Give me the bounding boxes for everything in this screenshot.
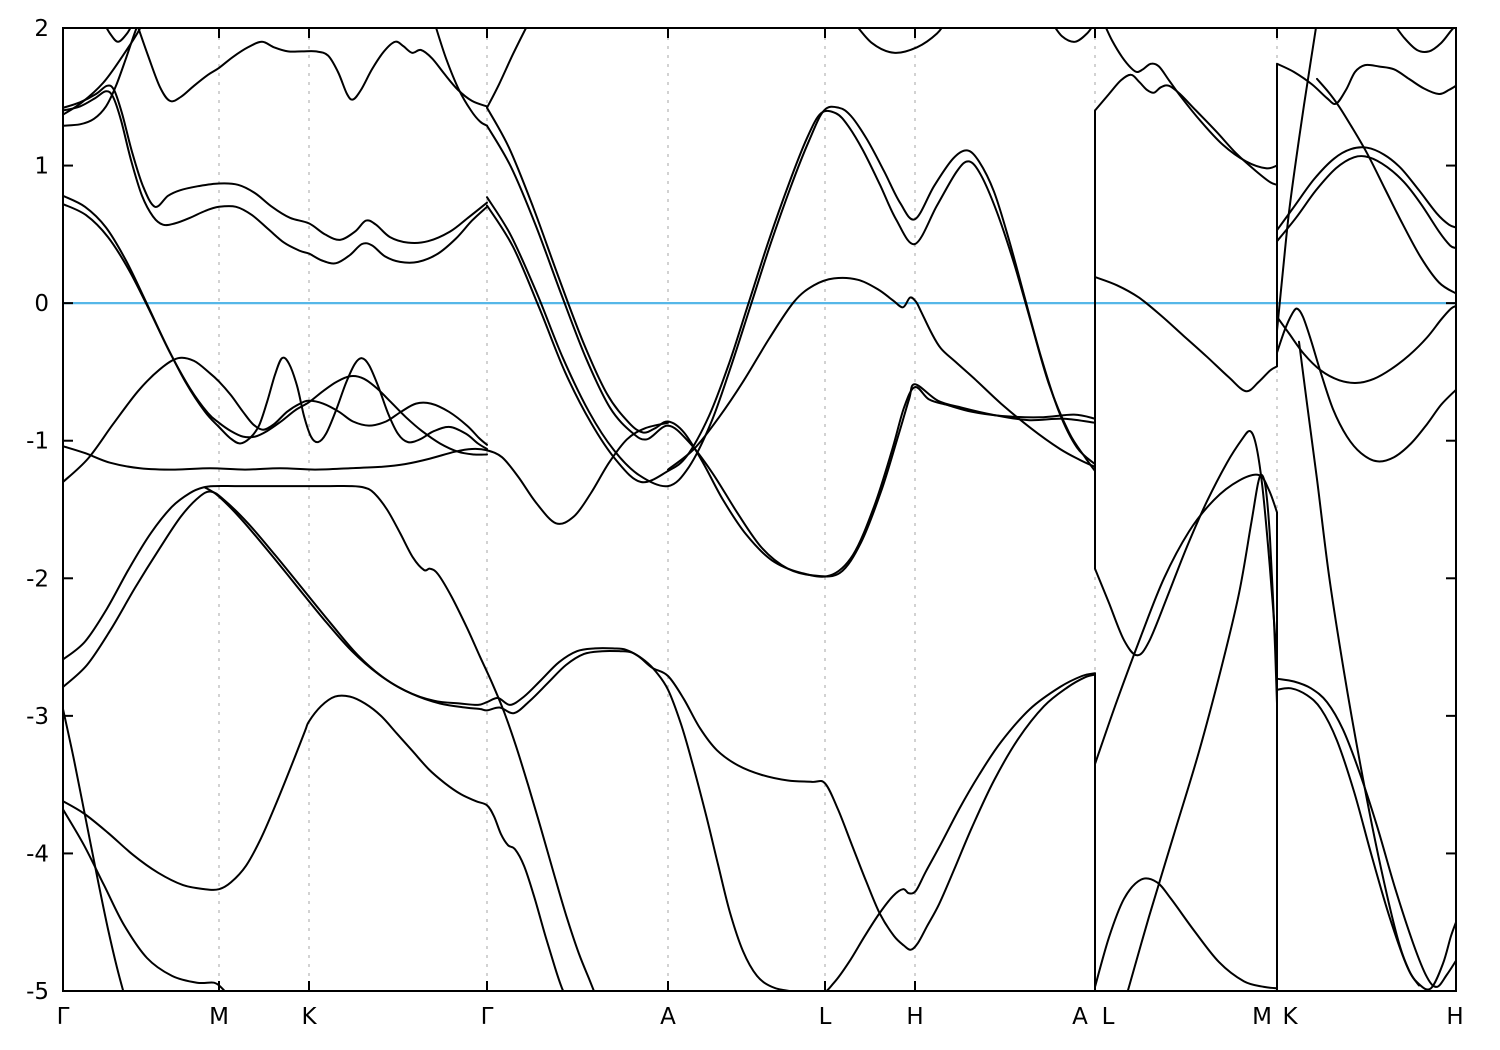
band-tent-diag-L (204, 486, 1096, 951)
k-point-label: H (1446, 1004, 1463, 1030)
band-w-lower (63, 203, 488, 456)
band-ha-top-dip (857, 28, 943, 54)
band-low-1 (63, 708, 125, 991)
y-axis-tick-label: -3 (26, 704, 49, 730)
band-drop-to-gamma2 (435, 28, 488, 127)
band-tent-flat (63, 485, 595, 991)
band-top-wavy (137, 28, 488, 108)
k-point-label: Γ (481, 1004, 494, 1030)
band-p3-top-wavy (1276, 62, 1456, 105)
band-s5-fermi-hump (667, 276, 1096, 471)
y-axis-tick-label: -1 (26, 429, 49, 455)
band-rise-mid (63, 356, 488, 483)
band-s3-big-peak (486, 105, 1096, 488)
bands-group (63, 28, 1456, 991)
band-p3-steep-up (1276, 28, 1317, 332)
band-p2-kink-peak (1094, 429, 1278, 664)
k-point-label: A (660, 1004, 676, 1030)
k-point-label: M (209, 1004, 229, 1030)
k-point-label: H (906, 1004, 923, 1030)
band-u-dip (105, 28, 132, 43)
band-p2-rise2 (1126, 473, 1278, 991)
band-s2-valley (486, 124, 1096, 578)
band-a2-corner-top (1054, 28, 1093, 43)
y-axis-tick-label: 0 (34, 291, 49, 317)
band-p3-cross-down (1316, 77, 1456, 295)
band-p2-fermi (1094, 276, 1278, 393)
band-p2-top2 (1105, 28, 1278, 170)
band-low-2 (63, 694, 565, 991)
k-point-label: K (301, 1004, 317, 1030)
y-axis-tick-label: 1 (34, 154, 49, 180)
k-point-label: K (1282, 1004, 1298, 1030)
k-point-label: M (1252, 1004, 1272, 1030)
band-flat-low-dip (63, 421, 669, 525)
y-axis-tick-label: -5 (26, 979, 49, 1005)
band-s4-big-peak (486, 109, 1096, 484)
band-gamma2-riser (486, 28, 528, 109)
band-s1-valley (486, 106, 1096, 578)
y-axis-tick-label: 2 (34, 16, 49, 42)
band-p2-bottom-hump (1094, 877, 1278, 990)
band-p3-fermi-h (1276, 304, 1456, 384)
band-gamma-pair-a (63, 84, 488, 244)
band-p3-deep2 (1276, 687, 1456, 991)
k-point-label: L (819, 1004, 832, 1030)
k-point-label: L (1102, 1004, 1115, 1030)
band-rise-exit-top (63, 28, 138, 127)
k-point-label: Γ (57, 1004, 70, 1030)
y-axis-tick-label: -2 (26, 566, 49, 592)
y-axis-tick-label: -4 (26, 841, 49, 867)
band-p2-top1 (1094, 73, 1278, 186)
band-p3-top-corner (1395, 28, 1455, 54)
plot-frame (62, 27, 1457, 992)
band-p3-lambda-valley (1276, 307, 1456, 463)
band-p3-deep1 (1276, 677, 1456, 988)
band-gamma-pair-b (63, 90, 488, 265)
k-point-label: A (1072, 1004, 1088, 1030)
band-p3-arch2 (1276, 155, 1456, 250)
band-p3-steep-down (1298, 340, 1420, 987)
band-p3-arch1 (1276, 146, 1456, 232)
